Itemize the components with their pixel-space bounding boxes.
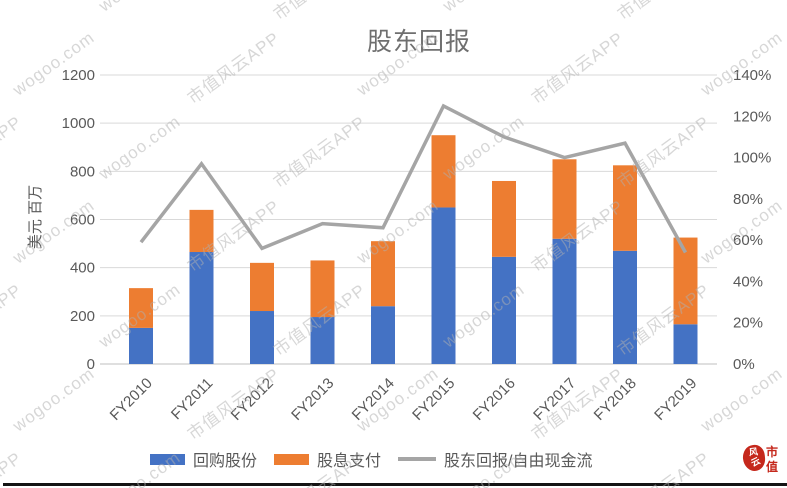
side-char-1: 市 — [766, 445, 779, 459]
bar-buyback — [613, 250, 637, 364]
legend-label-buyback: 回购股份 — [193, 453, 258, 470]
right-axis-tick: 80% — [733, 191, 763, 208]
bar-buyback — [371, 306, 395, 364]
legend-label-return-ratio: 股东回报/自由现金流 — [444, 453, 593, 470]
side-char-2: 值 — [766, 460, 779, 474]
bar-buyback — [431, 207, 456, 364]
right-axis-tick: 60% — [733, 232, 763, 249]
bar-dividend — [189, 209, 214, 253]
bar-dividend — [552, 159, 577, 239]
left-axis-title: 美元 百万 — [27, 185, 44, 249]
left-axis-tick: 200 — [70, 308, 95, 325]
bar-buyback — [129, 327, 153, 364]
bar-dividend — [250, 262, 274, 312]
x-axis-tick: FY2013 — [288, 375, 337, 424]
legend-swatch-buyback — [150, 453, 185, 465]
logo-side-text: 市 值 — [766, 445, 778, 475]
seal-char-2: 云 — [749, 455, 763, 469]
bottom-border-line — [3, 483, 787, 486]
legend-swatch-dividend — [274, 453, 310, 465]
fengyun-seal-icon: 风 云 — [741, 443, 767, 473]
right-axis-tick: 20% — [733, 315, 763, 332]
right-axis-tick: 100% — [733, 150, 771, 167]
bar-buyback — [673, 324, 698, 364]
x-axis-tick: FY2010 — [107, 375, 156, 424]
bar-dividend — [129, 288, 153, 328]
x-axis-tick: FY2016 — [470, 375, 519, 424]
x-axis-tick: FY2017 — [530, 375, 579, 424]
x-axis-tick: FY2012 — [228, 375, 277, 424]
left-axis-tick: 400 — [70, 260, 95, 277]
left-axis-tick: 1000 — [62, 115, 95, 132]
x-axis-tick: FY2018 — [591, 375, 640, 424]
bar-dividend — [431, 135, 456, 208]
right-axis-tick: 40% — [733, 273, 763, 290]
right-axis-tick: 120% — [733, 108, 771, 125]
line-return-ratio — [139, 103, 688, 254]
bar-buyback — [492, 256, 516, 364]
bar-dividend — [310, 260, 335, 318]
x-axis-tick: FY2019 — [651, 375, 700, 424]
left-axis-tick: 0 — [87, 356, 95, 373]
bar-dividend — [613, 165, 637, 251]
legend-item-dividend: 股息支付 — [274, 447, 381, 471]
left-axis-tick: 800 — [70, 163, 95, 180]
x-axis-tick: FY2015 — [409, 375, 458, 424]
x-axis-tick: FY2011 — [168, 375, 216, 423]
right-axis-tick: 140% — [733, 67, 771, 84]
legend-item-return-ratio: 股东回报/自由现金流 — [398, 447, 592, 471]
chart-legend: 回购股份 股息支付 股东回报/自由现金流 — [150, 447, 592, 471]
right-axis-tick: 0% — [733, 356, 755, 373]
legend-swatch-return-ratio — [398, 457, 437, 461]
chart-title: 股东回报 — [366, 28, 472, 56]
bar-dividend — [492, 180, 516, 257]
bar-buyback — [189, 252, 214, 364]
shizhi-fengyun-logo: 风 云 市 值 — [741, 443, 778, 475]
bar-buyback — [552, 238, 577, 364]
bar-buyback — [250, 311, 274, 364]
left-axis-tick: 600 — [70, 212, 95, 229]
x-axis-tick: FY2014 — [349, 375, 398, 424]
legend-label-dividend: 股息支付 — [317, 453, 382, 470]
bar-dividend — [371, 241, 395, 307]
left-axis-tick: 1200 — [62, 67, 95, 84]
legend-item-buyback: 回购股份 — [150, 447, 257, 471]
bar-buyback — [310, 317, 335, 364]
